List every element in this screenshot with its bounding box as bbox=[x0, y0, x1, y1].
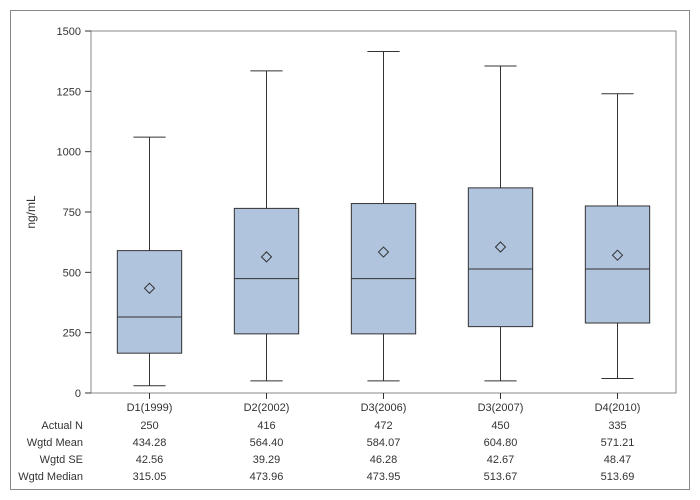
y-tick-label: 1250 bbox=[57, 86, 81, 98]
box bbox=[468, 188, 532, 327]
stats-cell: 584.07 bbox=[367, 437, 401, 449]
stats-row-header: Wgtd Median bbox=[18, 471, 83, 483]
box bbox=[351, 204, 415, 334]
box bbox=[117, 251, 181, 354]
box bbox=[234, 208, 298, 333]
x-tick-label: D3(2006) bbox=[361, 402, 407, 414]
x-tick-label: D3(2007) bbox=[478, 402, 524, 414]
y-tick-label: 0 bbox=[75, 388, 81, 400]
y-tick-label: 250 bbox=[63, 328, 81, 340]
stats-cell: 473.96 bbox=[250, 471, 284, 483]
stats-row-header: Actual N bbox=[41, 420, 83, 432]
stats-cell: 416 bbox=[257, 420, 275, 432]
x-tick-label: D2(2002) bbox=[244, 402, 290, 414]
stats-cell: 571.21 bbox=[601, 437, 635, 449]
stats-row-header: Wgtd Mean bbox=[27, 437, 83, 449]
stats-cell: 472 bbox=[374, 420, 392, 432]
chart-container: 0 250 500 750 1000 1250 1500 ng/mL D1(1999) D2(20… bbox=[0, 0, 700, 500]
y-axis-label: ng/mL bbox=[24, 195, 38, 229]
stats-cell: 48.47 bbox=[604, 454, 632, 466]
stats-cell: 450 bbox=[491, 420, 509, 432]
stats-cell: 564.40 bbox=[250, 437, 284, 449]
y-tick-label: 750 bbox=[63, 207, 81, 219]
stats-cell: 513.69 bbox=[601, 471, 635, 483]
box bbox=[585, 206, 649, 323]
stats-cell: 473.95 bbox=[367, 471, 401, 483]
stats-cell: 513.67 bbox=[484, 471, 518, 483]
x-tick-label: D1(1999) bbox=[127, 402, 173, 414]
stats-cell: 42.56 bbox=[136, 454, 164, 466]
outer-frame: 0 250 500 750 1000 1250 1500 ng/mL D1(1999) D2(20… bbox=[10, 10, 690, 490]
stats-cell: 39.29 bbox=[253, 454, 281, 466]
stats-cell: 315.05 bbox=[133, 471, 167, 483]
stats-cell: 434.28 bbox=[133, 437, 167, 449]
y-tick-label: 1000 bbox=[57, 147, 81, 159]
y-tick-label: 1500 bbox=[57, 26, 81, 38]
stats-cell: 46.28 bbox=[370, 454, 398, 466]
stats-cell: 250 bbox=[140, 420, 158, 432]
x-tick-label: D4(2010) bbox=[595, 402, 641, 414]
stats-cell: 42.67 bbox=[487, 454, 515, 466]
stats-row-header: Wgtd SE bbox=[40, 454, 83, 466]
boxplot-svg: 0 250 500 750 1000 1250 1500 ng/mL D1(1999) D2(20… bbox=[11, 11, 689, 489]
stats-cell: 604.80 bbox=[484, 437, 518, 449]
stats-cell: 335 bbox=[608, 420, 626, 432]
y-tick-label: 500 bbox=[63, 267, 81, 279]
